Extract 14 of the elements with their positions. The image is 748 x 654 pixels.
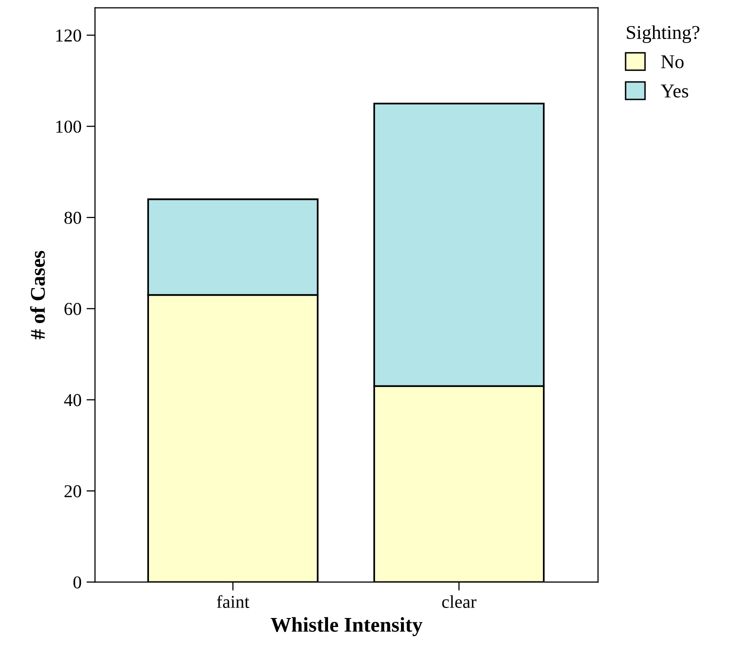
y-tick-label: 60 [64, 302, 82, 316]
y-tick-label: 40 [64, 394, 82, 406]
legend-label: No [661, 55, 684, 68]
y-tick-label: 120 [56, 29, 82, 42]
y-tick-label: 20 [64, 485, 82, 498]
y-tick-label: 100 [56, 120, 82, 133]
legend-title: Sighting? [626, 25, 700, 44]
y-tick-label: 80 [64, 212, 82, 224]
x-axis-title: Whistle Intensity [270, 617, 422, 636]
legend-label: Yes [660, 84, 688, 98]
x-tick-label: clear [442, 595, 476, 608]
y-tick-label: 0 [73, 576, 82, 588]
y-axis-title: # of Cases [30, 250, 45, 340]
x-tick-label: faint [216, 595, 250, 608]
